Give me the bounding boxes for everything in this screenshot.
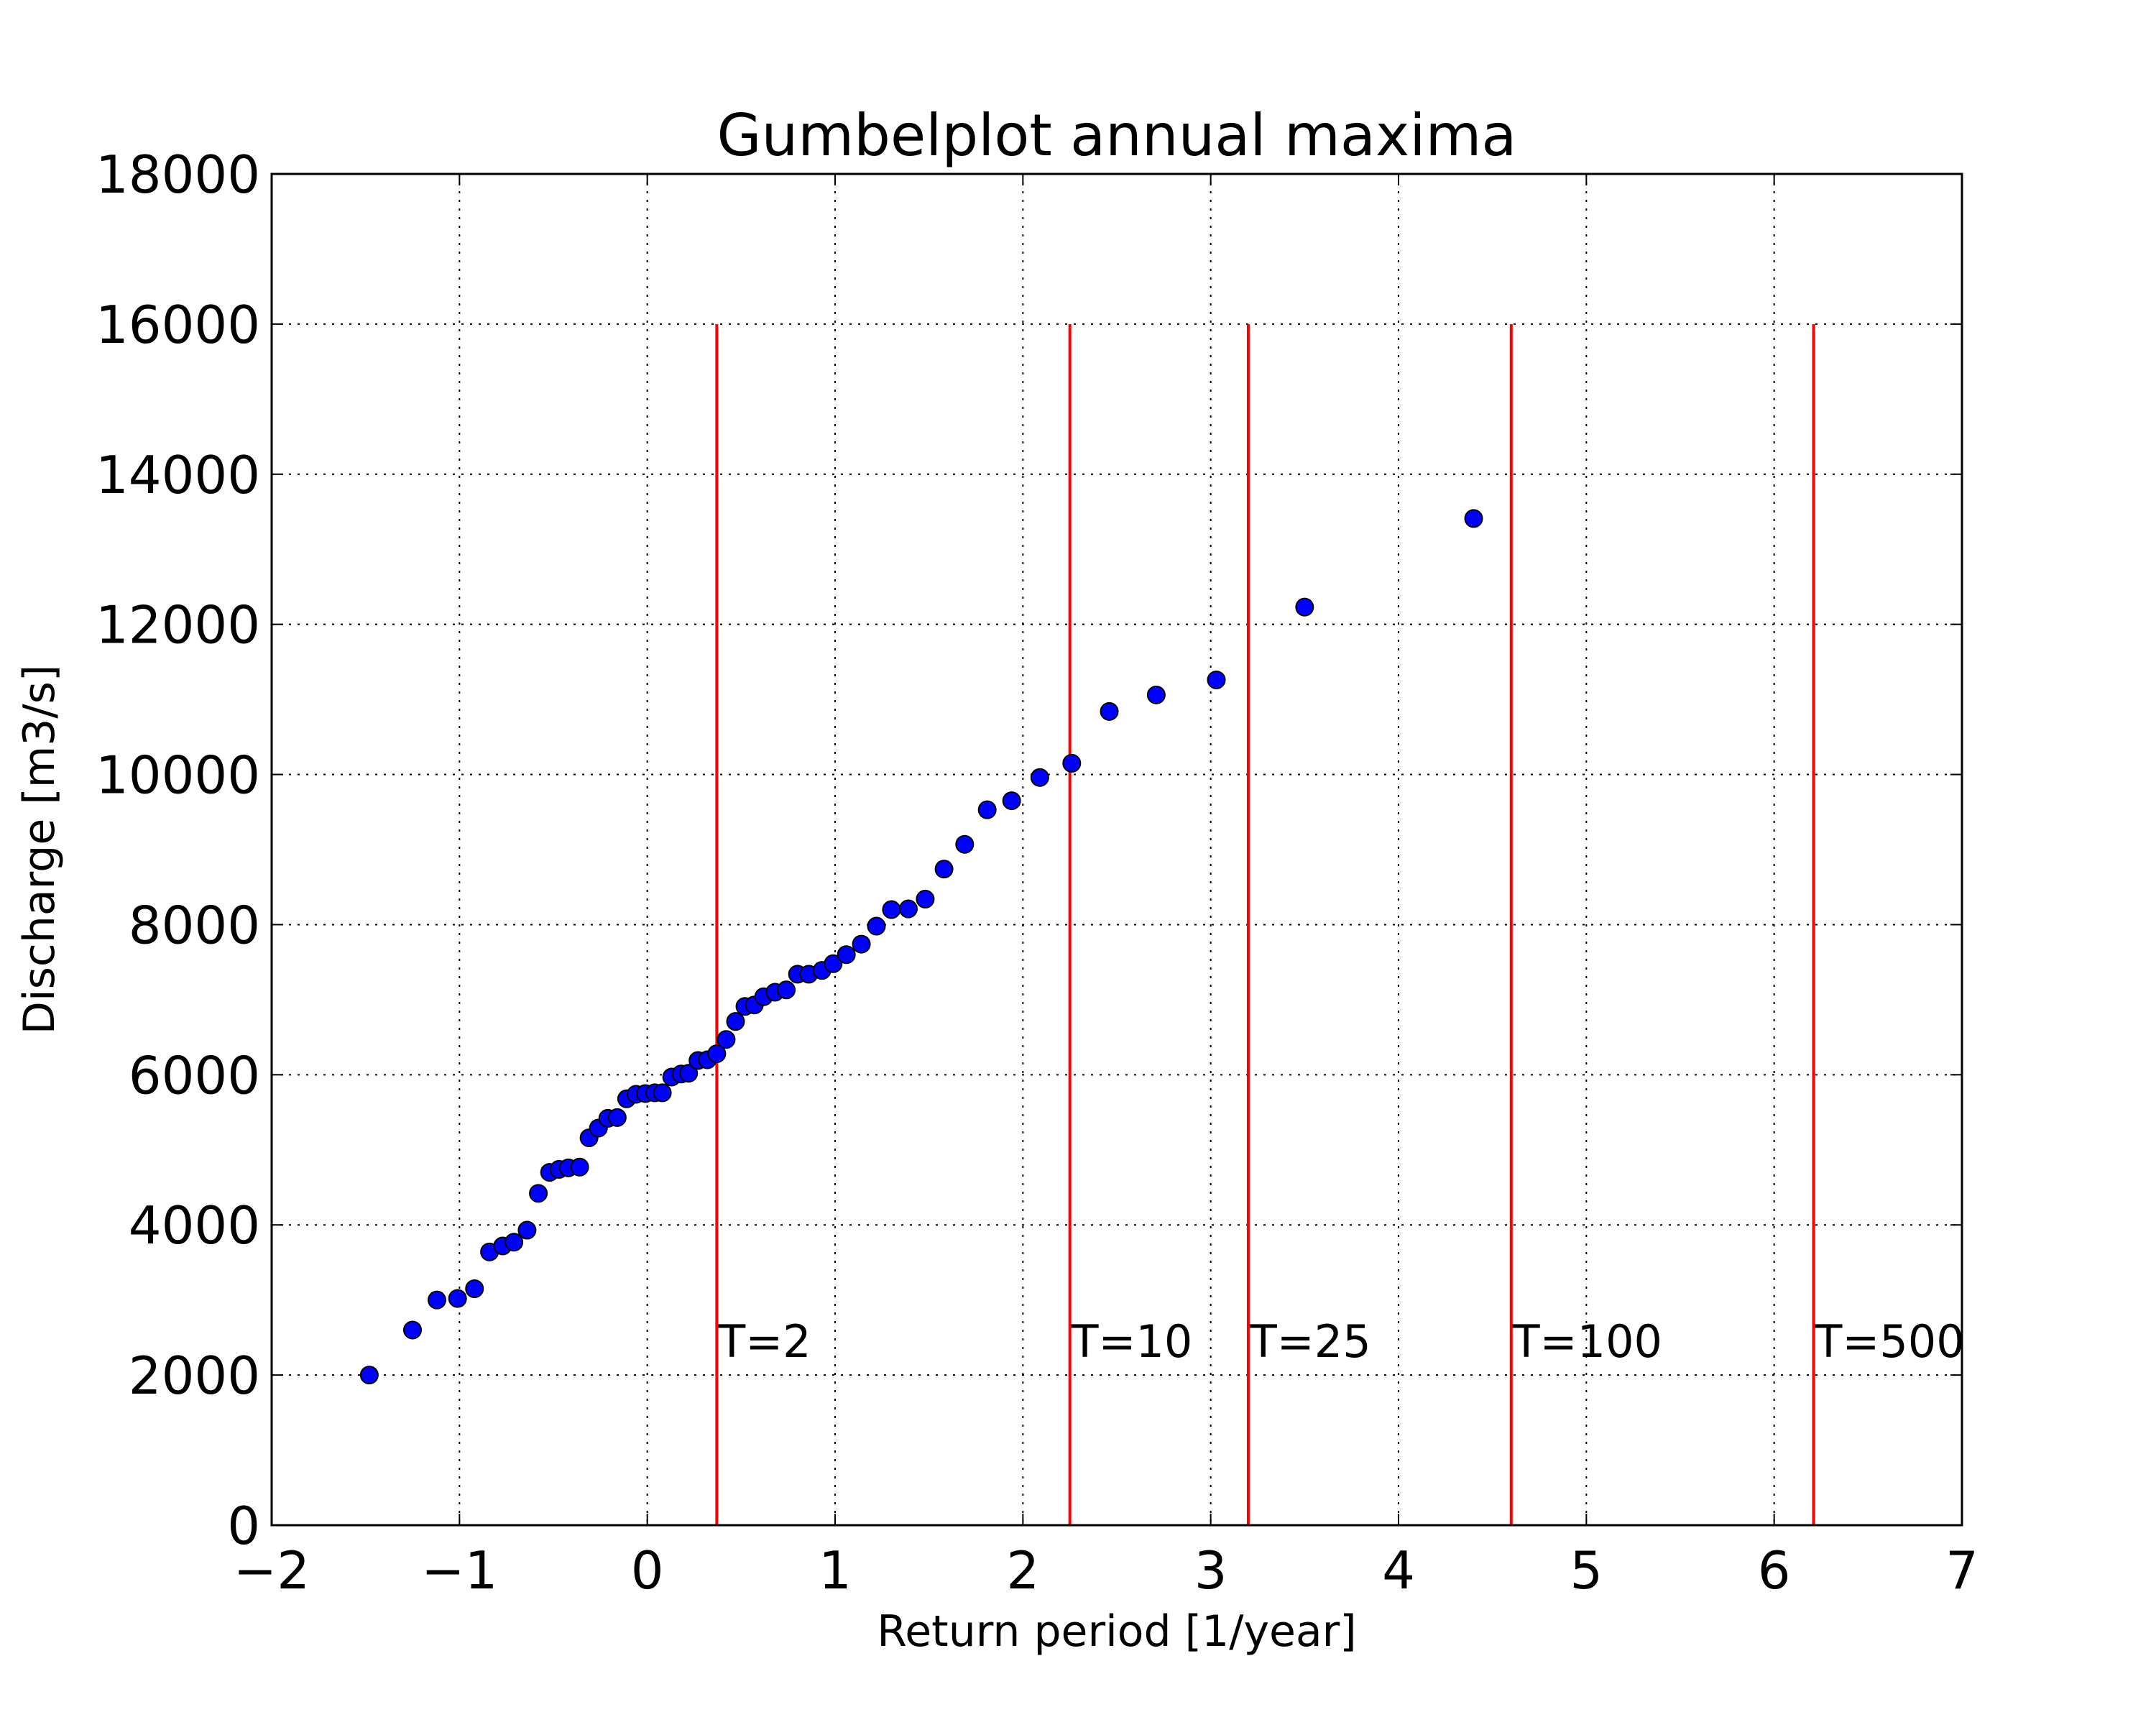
data-point [1295,597,1314,617]
x-tick-label: −2 [234,1540,310,1601]
x-tick-label: 3 [1194,1540,1227,1601]
y-tick-label: 18000 [96,144,260,205]
plot-area-frame [270,172,1963,1527]
x-tick-label: 6 [1758,1540,1791,1601]
data-point [1002,791,1021,811]
y-tick-label: 14000 [96,445,260,505]
x-tick-label: 7 [1945,1540,1978,1601]
data-point [359,1366,379,1385]
data-points [359,509,1483,1385]
data-point [1464,509,1483,528]
y-tick-label: 4000 [129,1195,260,1256]
data-point [955,834,975,854]
return-period-label: T=500 [1815,1315,1965,1368]
data-point [517,1220,537,1240]
y-tick-label: 0 [227,1496,260,1556]
data-point [1207,670,1226,689]
data-point [717,1030,736,1049]
x-tick-label: 1 [819,1540,852,1601]
x-tick-label: 0 [631,1540,664,1601]
grid-lines [272,174,1962,1525]
data-point [529,1184,548,1203]
data-point [448,1289,467,1308]
data-point [403,1320,422,1340]
return-period-label: T=2 [717,1315,811,1368]
data-point [916,889,935,908]
y-tick-label: 16000 [96,295,260,355]
x-tick-label: 5 [1570,1540,1603,1601]
return-period-label: T=100 [1512,1315,1662,1368]
data-point [570,1157,589,1177]
axis-ticks: −2 −1 0 1 2 3 4 5 6 7 0 2000 4000 6000 8000 10000 12000 1… [96,144,1978,1601]
data-point [882,900,901,919]
data-point [852,934,871,954]
data-point [607,1108,627,1127]
y-axis-label: Discharge [m3/s] [14,665,65,1035]
return-period-label: T=10 [1071,1315,1193,1368]
data-point [824,954,843,973]
data-point [679,1064,699,1083]
data-point [653,1083,672,1103]
y-tick-label: 6000 [129,1045,260,1105]
return-period-lines [715,323,1815,1525]
data-point [934,860,954,879]
data-point [707,1044,727,1064]
return-period-labels: T=2 T=10 T=25 T=100 T=500 [717,1315,1964,1368]
data-point [1030,768,1049,787]
data-point [1062,753,1082,773]
x-tick-label: 2 [1006,1540,1039,1601]
data-point [1100,702,1119,721]
y-tick-label: 12000 [96,595,260,656]
x-tick-label: −1 [421,1540,497,1601]
y-tick-label: 8000 [129,895,260,955]
data-point [777,980,796,1000]
chart-title: Gumbelplot annual maxima [717,102,1517,169]
data-point [977,800,997,819]
data-point [465,1279,484,1298]
data-point [837,945,856,965]
y-tick-label: 10000 [96,745,260,806]
data-point [427,1290,446,1310]
data-point [1146,685,1166,704]
x-tick-label: 4 [1382,1540,1415,1601]
data-point [505,1233,524,1252]
return-period-label: T=25 [1249,1315,1371,1368]
data-point [726,1012,745,1031]
data-point [867,916,886,936]
x-axis-label: Return period [1/year] [877,1606,1356,1657]
y-tick-label: 2000 [129,1346,260,1406]
data-point [898,899,918,919]
